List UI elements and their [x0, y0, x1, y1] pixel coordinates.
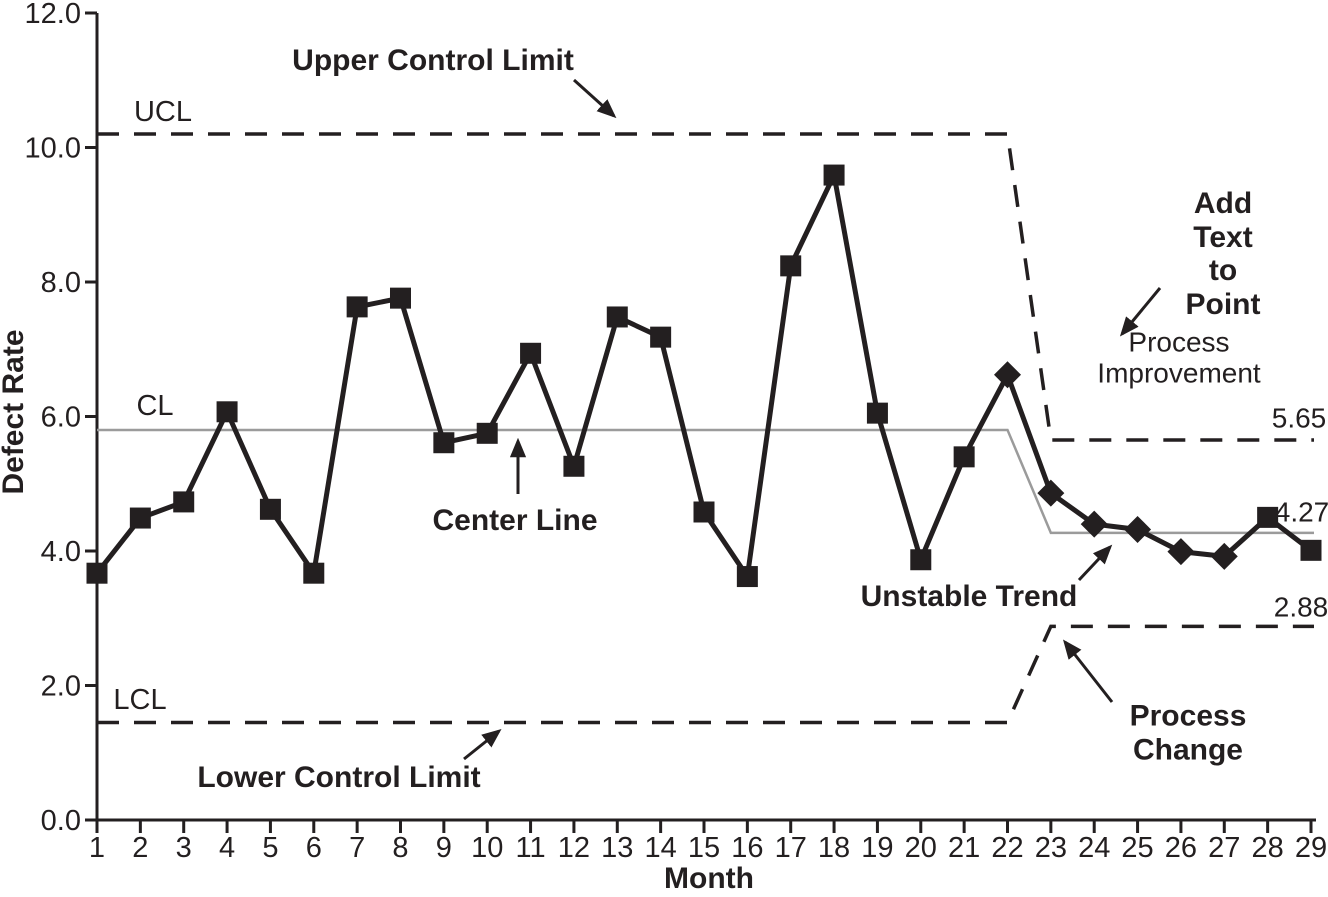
data-point-marker-diamond: [1210, 542, 1238, 570]
y-tick-label: 12.0: [25, 0, 81, 30]
y-tick-label: 0.0: [41, 805, 81, 837]
data-point-marker-square: [433, 432, 455, 454]
x-tick-label: 20: [905, 832, 937, 864]
x-tick-label: 15: [688, 832, 720, 864]
data-point-marker-square: [953, 446, 975, 468]
x-tick-label: 21: [948, 832, 980, 864]
x-tick-label: 5: [262, 832, 278, 864]
x-tick-label: 6: [306, 832, 322, 864]
x-tick-label: 12: [558, 832, 590, 864]
x-tick-label: 2: [132, 832, 148, 864]
x-tick-label: 4: [219, 832, 235, 864]
data-point-marker-square: [520, 342, 542, 364]
annotation-arrow-upper-control-limit: [572, 78, 617, 119]
annotation-upper-control-limit: Upper Control Limit: [292, 44, 574, 78]
x-tick-label: 26: [1165, 832, 1197, 864]
data-point-marker-square: [563, 455, 585, 477]
annotation-cl-label: CL: [136, 389, 174, 422]
lcl-line: [97, 624, 1314, 725]
y-tick-label: 6.0: [41, 402, 81, 434]
data-point-marker-square: [173, 491, 195, 513]
annotation-lcl-label: LCL: [113, 683, 167, 716]
axes: 0.02.04.06.08.010.012.01 2 3 4 5 6 7 8 9 10 11 12 13…: [25, 0, 1328, 864]
x-tick-label: 1: [89, 832, 105, 864]
data-point-marker-square: [736, 566, 758, 588]
data-point-marker-square: [86, 562, 108, 584]
x-tick-label: 9: [436, 832, 452, 864]
x-tick-label: 16: [731, 832, 763, 864]
data-point-marker-square: [780, 255, 802, 277]
x-tick-label: 25: [1121, 832, 1153, 864]
data-point-marker-square: [216, 401, 238, 423]
center-line: [97, 428, 1314, 535]
data-point-marker-square: [476, 422, 498, 444]
x-tick-label: 13: [601, 832, 633, 864]
x-tick-label: 29: [1295, 832, 1327, 864]
y-tick-label: 8.0: [41, 267, 81, 299]
ucl-line: [97, 132, 1314, 442]
x-tick-label: 28: [1252, 832, 1284, 864]
x-tick-label: 18: [818, 832, 850, 864]
x-tick-label: 27: [1208, 832, 1240, 864]
data-point-marker-square: [910, 549, 932, 571]
x-tick-label: 24: [1078, 832, 1110, 864]
annotation-center-line: Center Line: [432, 504, 598, 538]
data-point-marker-square: [129, 507, 151, 529]
annotation-new-lcl-value: 2.88: [1273, 591, 1328, 623]
x-tick-label: 7: [349, 832, 365, 864]
data-point-markers: [86, 164, 1322, 588]
data-point-marker-square: [346, 296, 368, 318]
data-point-marker-diamond: [1037, 479, 1065, 507]
data-point-marker-square: [389, 287, 411, 309]
y-tick-label: 2.0: [41, 671, 81, 703]
x-tick-label: 10: [471, 832, 503, 864]
data-point-marker-square: [259, 498, 281, 520]
data-point-marker-square: [866, 402, 888, 424]
annotation-arrow-process-change: [1062, 639, 1114, 703]
x-tick-label: 22: [991, 832, 1023, 864]
annotation-new-cl-value: 4.27: [1274, 496, 1328, 528]
x-tick-label: 8: [392, 832, 408, 864]
data-point-marker-diamond: [1080, 510, 1108, 538]
annotation-unstable-trend: Unstable Trend: [860, 580, 1078, 614]
annotation-add-text-to-point: Add Text to Point: [1185, 186, 1261, 321]
x-tick-label: 19: [861, 832, 893, 864]
x-tick-label: 14: [645, 832, 677, 864]
data-point-marker-square: [303, 562, 325, 584]
annotation-process-improvement: Process Improvement: [1097, 326, 1261, 389]
data-point-marker-square: [1257, 506, 1279, 528]
x-tick-label: 3: [176, 832, 192, 864]
y-tick-label: 4.0: [41, 536, 81, 568]
annotation-arrow-unstable-trend: [1077, 544, 1113, 582]
data-point-marker-square: [1300, 539, 1322, 561]
annotation-lower-control-limit: Lower Control Limit: [197, 761, 481, 795]
data-point-marker-diamond: [993, 361, 1021, 389]
x-tick-label: 11: [516, 832, 546, 864]
y-axis-title: Defect Rate: [0, 329, 30, 495]
annotation-arrow-lower-control-limit: [463, 728, 502, 761]
data-point-marker-square: [693, 501, 715, 523]
annotation-process-change: Process Change: [1129, 699, 1247, 766]
data-point-marker-diamond: [1124, 515, 1152, 543]
annotation-ucl-label: UCL: [133, 95, 193, 128]
x-axis-title: Month: [664, 862, 754, 896]
annotation-arrows: [463, 78, 1162, 761]
data-point-marker-square: [606, 306, 628, 328]
x-tick-label: 23: [1035, 832, 1067, 864]
annotation-arrow-add-text-to-point: [1119, 287, 1162, 337]
x-tick-label: 17: [775, 832, 807, 864]
data-point-marker-square: [650, 326, 672, 348]
data-point-marker-diamond: [1167, 538, 1195, 566]
y-tick-label: 10.0: [25, 133, 81, 165]
annotation-new-ucl-value: 5.65: [1271, 402, 1327, 434]
data-point-marker-square: [823, 164, 845, 186]
